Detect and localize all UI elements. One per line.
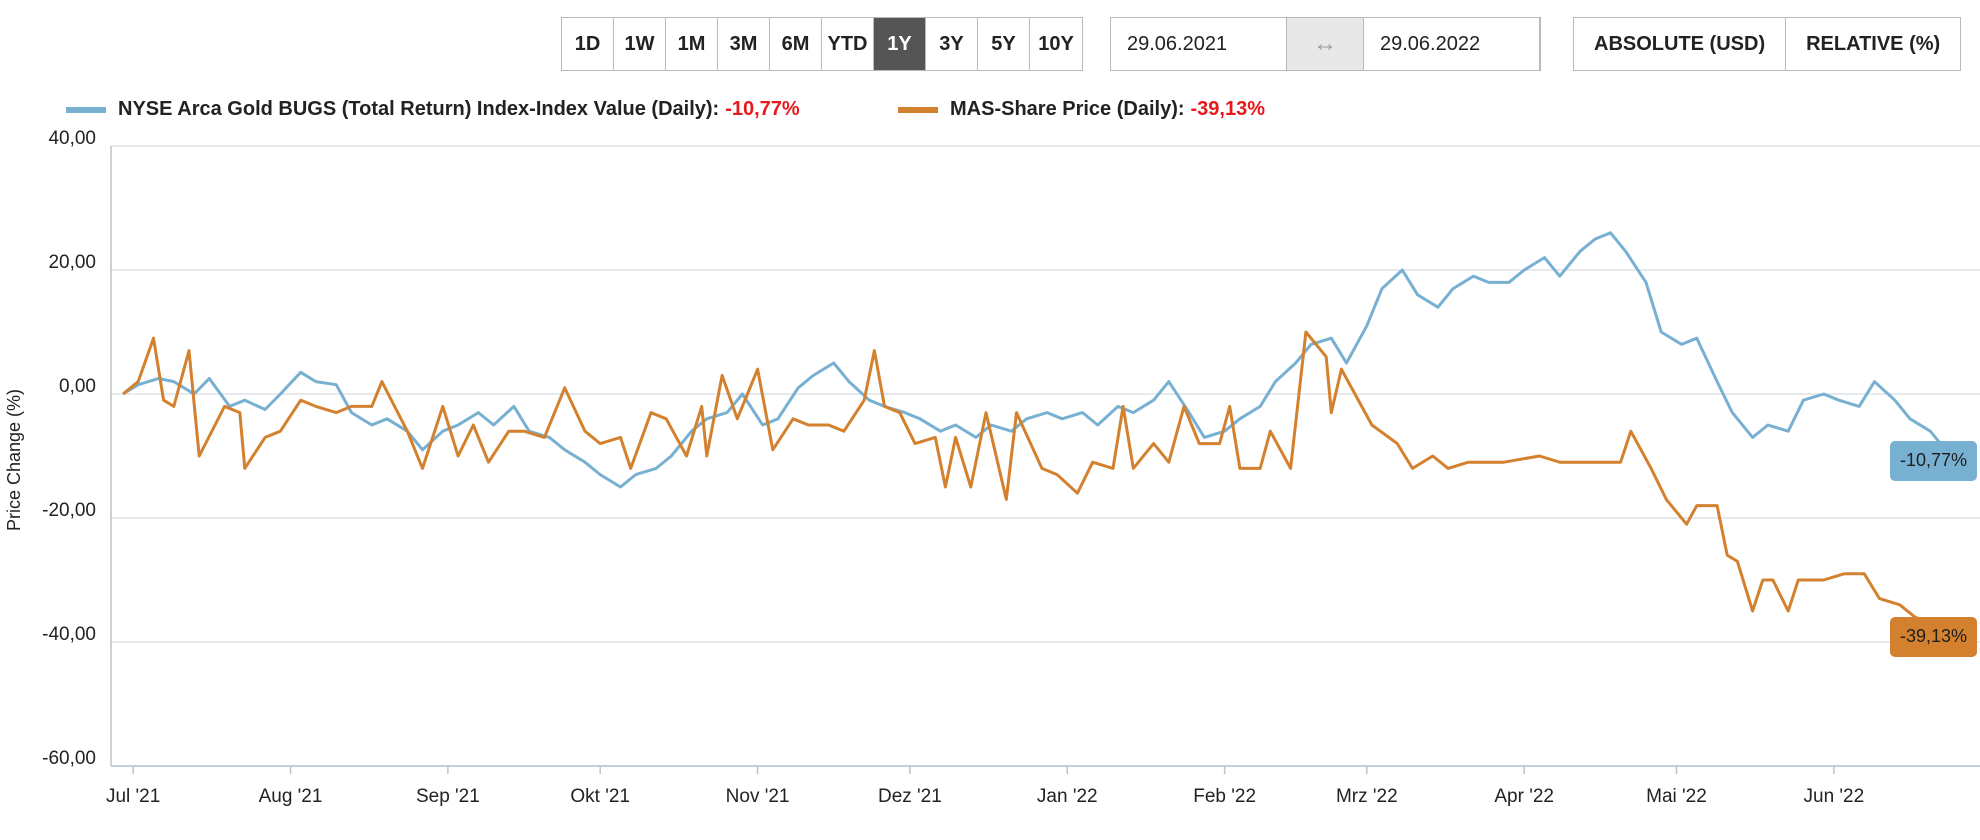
- range-button-5y[interactable]: 5Y: [978, 18, 1030, 70]
- legend-label-series-2: MAS-Share Price (Daily):: [950, 98, 1185, 120]
- range-button-6m[interactable]: 6M: [770, 18, 822, 70]
- display-mode-selector: ABSOLUTE (USD) RELATIVE (%): [1573, 17, 1962, 71]
- range-button-3y[interactable]: 3Y: [926, 18, 978, 70]
- x-tick-label: Jul '21: [106, 786, 160, 807]
- legend-label-series-1: NYSE Arca Gold BUGS (Total Return) Index…: [118, 98, 720, 120]
- grid-layer: 40,00 20,00 0,00 -20,00 -40,00 -60,00 Jul '21 A…: [42, 128, 1980, 807]
- range-button-10y[interactable]: 10Y: [1038, 32, 1074, 55]
- legend-change-series-1: -10,77%: [725, 98, 800, 120]
- range-button-ytd[interactable]: YTD: [822, 18, 874, 70]
- series-line-2: [122, 330, 1977, 644]
- date-to-field[interactable]: 29.06.2022: [1364, 18, 1540, 70]
- x-tick-label: Mrz '22: [1336, 786, 1398, 807]
- x-tick-label: Apr '22: [1494, 786, 1554, 807]
- y-tick-label: 20,00: [48, 252, 96, 273]
- end-value-label-series-2: -39,13%: [1889, 616, 1977, 657]
- x-tick-label: Sep '21: [416, 786, 480, 807]
- range-button-3m[interactable]: 3M: [718, 18, 770, 70]
- relative-mode-button[interactable]: RELATIVE (%): [1806, 32, 1941, 55]
- x-tick-label: Nov '21: [726, 786, 790, 807]
- date-range-picker: 29.06.2021 ↔ 29.06.2022: [1110, 17, 1541, 71]
- x-tick-label: Aug '21: [259, 786, 323, 807]
- date-from-field[interactable]: 29.06.2021: [1111, 18, 1287, 70]
- x-tick-label: Feb '22: [1193, 786, 1256, 807]
- legend-item-series-1[interactable]: NYSE Arca Gold BUGS (Total Return) Index…: [66, 98, 800, 121]
- legend-swatch-series-1: [66, 106, 106, 113]
- x-tick-label: Mai '22: [1646, 786, 1707, 807]
- series-layer: [122, 231, 1977, 644]
- range-button-1m[interactable]: 1M: [666, 18, 718, 70]
- time-range-selector: 1D 1W 1M 3M 6M YTD 1Y 3Y 5Y 10Y: [561, 17, 1083, 71]
- y-tick-label: -60,00: [42, 748, 96, 769]
- x-tick-label: Jan '22: [1037, 786, 1098, 807]
- y-tick-label: 40,00: [48, 128, 96, 149]
- range-button-1y[interactable]: 1Y: [874, 18, 926, 70]
- y-tick-label: -40,00: [42, 624, 96, 645]
- legend-swatch-series-2: [898, 106, 938, 113]
- series-line-1: [122, 231, 1977, 489]
- x-tick-label: Okt '21: [570, 786, 630, 807]
- absolute-mode-button[interactable]: ABSOLUTE (USD): [1574, 18, 1787, 70]
- swap-arrow-icon: ↔: [1287, 18, 1364, 70]
- end-value-label-series-1: -10,77%: [1889, 440, 1977, 481]
- legend-item-series-2[interactable]: MAS-Share Price (Daily): -39,13%: [898, 98, 1265, 121]
- legend-change-series-2: -39,13%: [1190, 98, 1266, 120]
- y-tick-label: 0,00: [59, 376, 96, 397]
- range-button-1w[interactable]: 1W: [614, 18, 666, 70]
- range-button-1d[interactable]: 1D: [562, 18, 614, 70]
- x-tick-label: Dez '21: [878, 786, 942, 807]
- y-tick-label: -20,00: [42, 500, 96, 521]
- y-axis-label: Price Change (%): [4, 389, 24, 531]
- x-tick-label: Jun '22: [1804, 786, 1865, 807]
